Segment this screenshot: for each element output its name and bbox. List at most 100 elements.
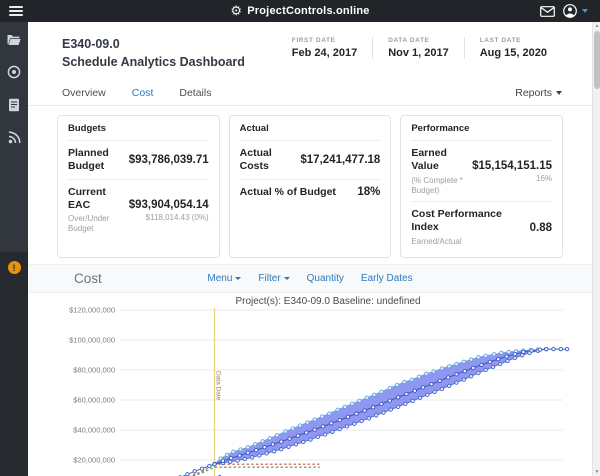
scrollbar-up-arrow-icon[interactable]: ▲	[594, 23, 600, 29]
early-marker	[431, 369, 436, 374]
late-marker	[308, 437, 313, 442]
document-icon[interactable]	[8, 98, 20, 112]
early-marker	[312, 417, 317, 422]
center-marker	[329, 421, 334, 426]
late-marker	[257, 453, 262, 458]
early-marker	[447, 364, 452, 369]
date-summary: FIRST DATE Feb 24, 2017 DATA DATE Nov 1,…	[277, 37, 562, 59]
early-marker	[364, 395, 369, 400]
late-marker	[249, 455, 255, 460]
late-marker	[439, 386, 445, 391]
late-marker	[374, 413, 379, 418]
actual-card: Actual Actual Costs $17,241,477.18 Actua…	[228, 115, 392, 258]
late-marker	[381, 410, 386, 415]
early-dates-link[interactable]: Early Dates	[360, 272, 413, 284]
user-account-icon[interactable]	[563, 4, 577, 18]
vertical-scrollbar[interactable]: ▲ ▼	[592, 22, 600, 476]
center-marker	[354, 411, 359, 416]
late-marker	[293, 442, 299, 447]
early-marker	[335, 407, 340, 412]
center-marker	[270, 442, 276, 447]
late-marker	[417, 395, 423, 400]
performance-card: Performance Earned Value (% Complete * B…	[400, 115, 564, 258]
actual-pct-row: Actual % of Budget 18%	[239, 185, 381, 199]
early-marker	[483, 353, 488, 358]
alert-icon[interactable]: !	[7, 261, 21, 274]
early-marker	[506, 349, 511, 355]
center-marker	[254, 447, 259, 453]
center-marker	[304, 430, 309, 435]
early-curve	[214, 348, 547, 465]
late-marker	[388, 407, 393, 412]
first-date: FIRST DATE Feb 24, 2017	[291, 37, 358, 59]
early-marker	[260, 439, 265, 444]
main-content: E340-09.0 Schedule Analytics Dashboard F…	[28, 22, 592, 476]
chart-canvas[interactable]: Project(s): E340-09.0 Baseline: undefine…	[28, 293, 592, 476]
late-curve	[214, 348, 547, 465]
center-marker	[529, 348, 534, 353]
early-marker	[231, 449, 236, 454]
center-marker	[537, 347, 543, 352]
mail-icon[interactable]	[540, 5, 555, 17]
tab-cost[interactable]: Cost	[131, 86, 154, 99]
center-marker	[437, 378, 442, 383]
topbar: ⚙ ProjectControls.online	[0, 0, 600, 22]
center-marker	[564, 346, 570, 352]
center-marker	[287, 436, 292, 441]
late-marker	[410, 398, 415, 403]
center-marker	[471, 365, 476, 370]
current-eac-row: Current EAC Over/Under Budget $93,904,05…	[68, 185, 209, 234]
tab-overview[interactable]: Overview	[62, 86, 106, 99]
quantity-link[interactable]: Quantity	[306, 272, 344, 284]
late-marker	[301, 439, 306, 445]
tab-details[interactable]: Details	[179, 86, 212, 99]
y-axis-label: $20,000,000	[73, 455, 115, 464]
cpi-row: Cost Performance Index Earned/Actual 0.8…	[411, 208, 553, 246]
sidebar: !	[0, 22, 28, 476]
center-marker	[521, 349, 526, 355]
chevron-down-icon	[283, 276, 290, 280]
scrollbar-thumb[interactable]	[594, 31, 600, 89]
page-title: Schedule Analytics Dashboard	[62, 55, 245, 70]
eye-icon[interactable]	[7, 65, 21, 79]
cost-section-title: Cost	[74, 270, 102, 286]
center-marker	[320, 424, 326, 429]
menu-dropdown[interactable]: Menu	[207, 273, 242, 284]
y-axis-label: $100,000,000	[69, 335, 115, 344]
scrollbar-down-arrow-icon[interactable]: ▼	[594, 469, 600, 475]
center-marker	[370, 404, 376, 410]
late-marker	[359, 418, 364, 424]
early-marker	[461, 359, 466, 364]
center-marker	[504, 354, 509, 359]
reports-dropdown[interactable]: Reports	[515, 87, 562, 99]
budgets-card: Budgets Planned Budget $93,786,039.71 Cu…	[57, 115, 220, 258]
center-marker	[512, 351, 518, 357]
center-marker	[454, 371, 459, 377]
late-marker	[447, 383, 452, 388]
menu-hamburger-icon[interactable]	[9, 6, 23, 16]
cost-s-curve-chart[interactable]: Project(s): E340-09.0 Baseline: undefine…	[28, 293, 592, 476]
rss-feed-icon[interactable]	[8, 131, 21, 144]
late-marker	[344, 424, 350, 429]
folder-open-icon[interactable]	[7, 34, 21, 46]
center-marker	[404, 391, 409, 397]
actual-curve	[188, 463, 320, 476]
center-marker	[245, 450, 251, 455]
cost-section-header: Cost Menu Filter Quantity Early Dates	[28, 263, 592, 293]
base-marker	[185, 472, 190, 476]
base-marker	[207, 463, 212, 469]
planned-budget-row: Planned Budget $93,786,039.71	[68, 141, 209, 180]
early-marker	[416, 374, 422, 379]
center-marker	[345, 414, 351, 419]
early-marker	[283, 429, 288, 434]
late-marker	[468, 374, 474, 379]
filter-dropdown[interactable]: Filter	[258, 273, 290, 284]
early-marker	[350, 401, 355, 406]
early-marker	[476, 355, 481, 360]
late-marker	[235, 458, 240, 463]
late-marker	[330, 429, 335, 434]
late-marker	[395, 404, 401, 409]
early-marker	[305, 420, 310, 425]
user-menu-caret-icon[interactable]	[582, 9, 588, 13]
data-date: DATA DATE Nov 1, 2017	[372, 37, 464, 59]
